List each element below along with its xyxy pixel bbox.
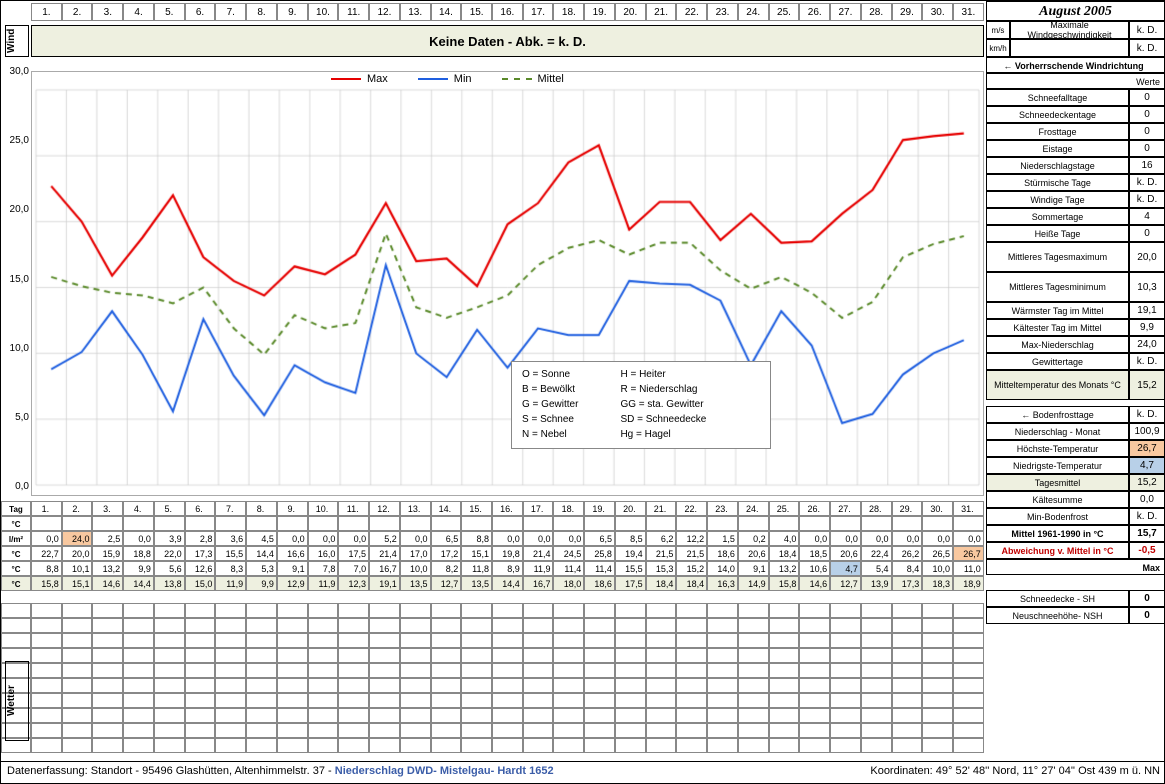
- day-header-cell: 2.: [62, 3, 93, 21]
- day-header-cell: 17.: [523, 3, 554, 21]
- right-summary-panel: August 2005m/sMaximale Windgeschwindigke…: [986, 1, 1165, 756]
- day-header-cell: 16.: [492, 3, 523, 21]
- temperature-chart: [32, 72, 983, 495]
- day-header-cell: 10.: [308, 3, 339, 21]
- day-header-cell: 15.: [461, 3, 492, 21]
- day-header-cell: 19.: [584, 3, 615, 21]
- legend-min: Min: [418, 73, 472, 85]
- day-header-cell: 30.: [922, 3, 953, 21]
- footer-source: Niederschlag DWD- Mistelgau- Hardt 1652: [335, 765, 554, 777]
- day-header-cell: 1.: [31, 3, 62, 21]
- day-header-cell: 21.: [646, 3, 677, 21]
- empty-grid: [1, 603, 984, 756]
- day-header-row: 1.2.3.4.5.6.7.8.9.10.11.12.13.14.15.16.1…: [31, 3, 984, 21]
- day-header-cell: 18.: [553, 3, 584, 21]
- wind-label: Wind: [5, 25, 29, 57]
- day-header-cell: 9.: [277, 3, 308, 21]
- data-grid: Tag1.2.3.4.5.6.7.8.9.10.11.12.13.14.15.1…: [1, 501, 984, 591]
- day-header-cell: 29.: [892, 3, 923, 21]
- day-header-cell: 31.: [953, 3, 984, 21]
- day-header-cell: 4.: [123, 3, 154, 21]
- day-header-cell: 27.: [830, 3, 861, 21]
- temp-chart-area: [31, 71, 984, 496]
- day-header-cell: 22.: [676, 3, 707, 21]
- day-header-cell: 6.: [185, 3, 216, 21]
- day-header-cell: 8.: [246, 3, 277, 21]
- y-axis: 30,025,020,015,010,05,00,0: [5, 71, 31, 496]
- day-header-cell: 25.: [769, 3, 800, 21]
- weather-code-legend: O = SonneH = HeiterB = BewölktR = Nieder…: [511, 361, 771, 449]
- day-header-cell: 13.: [400, 3, 431, 21]
- day-header-cell: 11.: [338, 3, 369, 21]
- legend-max: Max: [331, 73, 388, 85]
- day-header-cell: 12.: [369, 3, 400, 21]
- weather-sheet: 1.2.3.4.5.6.7.8.9.10.11.12.13.14.15.16.1…: [0, 0, 1165, 784]
- day-header-cell: 5.: [154, 3, 185, 21]
- day-header-cell: 3.: [92, 3, 123, 21]
- day-header-cell: 7.: [215, 3, 246, 21]
- day-header-cell: 23.: [707, 3, 738, 21]
- footer-coords: Koordinaten: 49° 52' 48'' Nord, 11° 27' …: [870, 765, 1160, 780]
- day-header-cell: 28.: [861, 3, 892, 21]
- day-header-cell: 26.: [799, 3, 830, 21]
- day-header-cell: 24.: [738, 3, 769, 21]
- day-header-cell: 14.: [431, 3, 462, 21]
- chart-legend: Max Min Mittel: [331, 73, 564, 85]
- month-title: August 2005: [986, 1, 1165, 21]
- wetter-label: Wetter: [5, 661, 29, 741]
- footer: Datenerfassung: Standort - 95496 Glashüt…: [1, 761, 1165, 783]
- legend-mittel: Mittel: [502, 73, 564, 85]
- wind-strip: Keine Daten - Abk. = k. D.: [31, 25, 984, 57]
- day-header-cell: 20.: [615, 3, 646, 21]
- footer-prefix: Datenerfassung: Standort - 95496 Glashüt…: [7, 765, 335, 777]
